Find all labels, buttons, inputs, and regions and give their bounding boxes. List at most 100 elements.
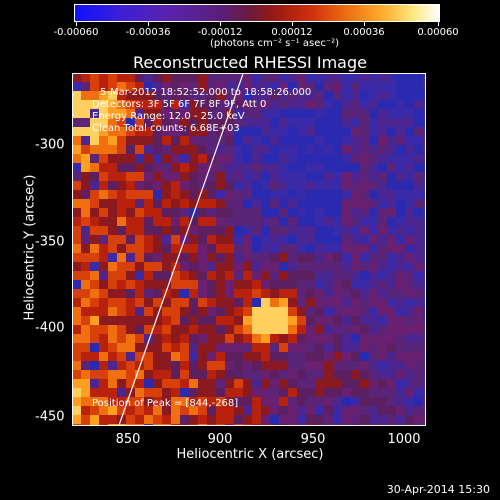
image-pixel [90,136,99,145]
image-pixel [387,181,396,190]
image-pixel [72,118,81,127]
image-pixel [189,334,198,343]
image-pixel [378,424,387,426]
image-pixel [351,118,360,127]
image-pixel [414,289,423,298]
image-pixel [306,154,315,163]
image-pixel [225,280,234,289]
image-pixel [423,190,426,199]
image-pixel [171,199,180,208]
image-pixel [405,172,414,181]
image-pixel [180,163,189,172]
image-pixel [333,208,342,217]
image-pixel [378,73,387,82]
image-pixel [171,271,180,280]
image-pixel [369,343,378,352]
image-pixel [126,73,135,82]
image-pixel [207,307,216,316]
image-pixel [162,307,171,316]
image-pixel [369,145,378,154]
image-pixel [108,127,117,136]
image-pixel [171,73,180,82]
image-pixel [171,388,180,397]
image-pixel [261,298,270,307]
image-pixel [414,190,423,199]
image-pixel [396,181,405,190]
image-pixel [198,163,207,172]
image-pixel [396,388,405,397]
image-pixel [378,172,387,181]
image-pixel [423,343,426,352]
image-pixel [333,100,342,109]
image-pixel [153,316,162,325]
image-pixel [369,181,378,190]
image-pixel [378,109,387,118]
image-pixel [198,262,207,271]
image-pixel [261,271,270,280]
image-pixel [189,91,198,100]
image-pixel [270,154,279,163]
image-pixel [351,424,360,426]
image-pixel [162,361,171,370]
image-pixel [405,181,414,190]
image-pixel [252,109,261,118]
image-pixel [207,244,216,253]
image-pixel [369,199,378,208]
colorbar-tick-label: -0.00060 [53,27,99,38]
image-pixel [288,361,297,370]
image-pixel [99,235,108,244]
image-pixel [324,316,333,325]
image-pixel [387,154,396,163]
image-pixel [171,307,180,316]
image-pixel [351,82,360,91]
image-pixel [189,352,198,361]
image-pixel [90,388,99,397]
image-pixel [189,154,198,163]
image-pixel [126,370,135,379]
image-pixel [180,424,189,426]
image-pixel [180,316,189,325]
image-pixel [315,271,324,280]
image-pixel [171,316,180,325]
image-pixel [351,379,360,388]
image-pixel [423,397,426,406]
image-pixel [225,352,234,361]
image-pixel [144,334,153,343]
image-pixel [234,262,243,271]
image-pixel [225,127,234,136]
image-pixel [198,280,207,289]
image-pixel [342,73,351,82]
colorbar-tick-mark [364,22,365,26]
image-pixel [108,424,117,426]
image-pixel [216,91,225,100]
image-pixel [396,190,405,199]
image-pixel [252,163,261,172]
image-pixel [117,253,126,262]
image-pixel [414,136,423,145]
image-pixel [423,244,426,253]
image-pixel [270,370,279,379]
image-pixel [117,208,126,217]
image-pixel [315,91,324,100]
image-pixel [315,424,324,426]
image-pixel [414,172,423,181]
image-pixel [72,388,81,397]
image-pixel [207,82,216,91]
image-pixel [234,271,243,280]
image-pixel [360,253,369,262]
image-pixel [252,397,261,406]
image-pixel [360,136,369,145]
image-pixel [306,208,315,217]
image-pixel [369,91,378,100]
image-pixel [126,226,135,235]
image-pixel [81,262,90,271]
image-pixel [243,226,252,235]
colorbar-tick-label: 0.00036 [343,27,385,38]
image-pixel [288,280,297,289]
image-pixel [414,163,423,172]
image-pixel [396,226,405,235]
image-pixel [387,397,396,406]
image-pixel [198,424,207,426]
image-pixel [333,397,342,406]
image-pixel [351,127,360,136]
